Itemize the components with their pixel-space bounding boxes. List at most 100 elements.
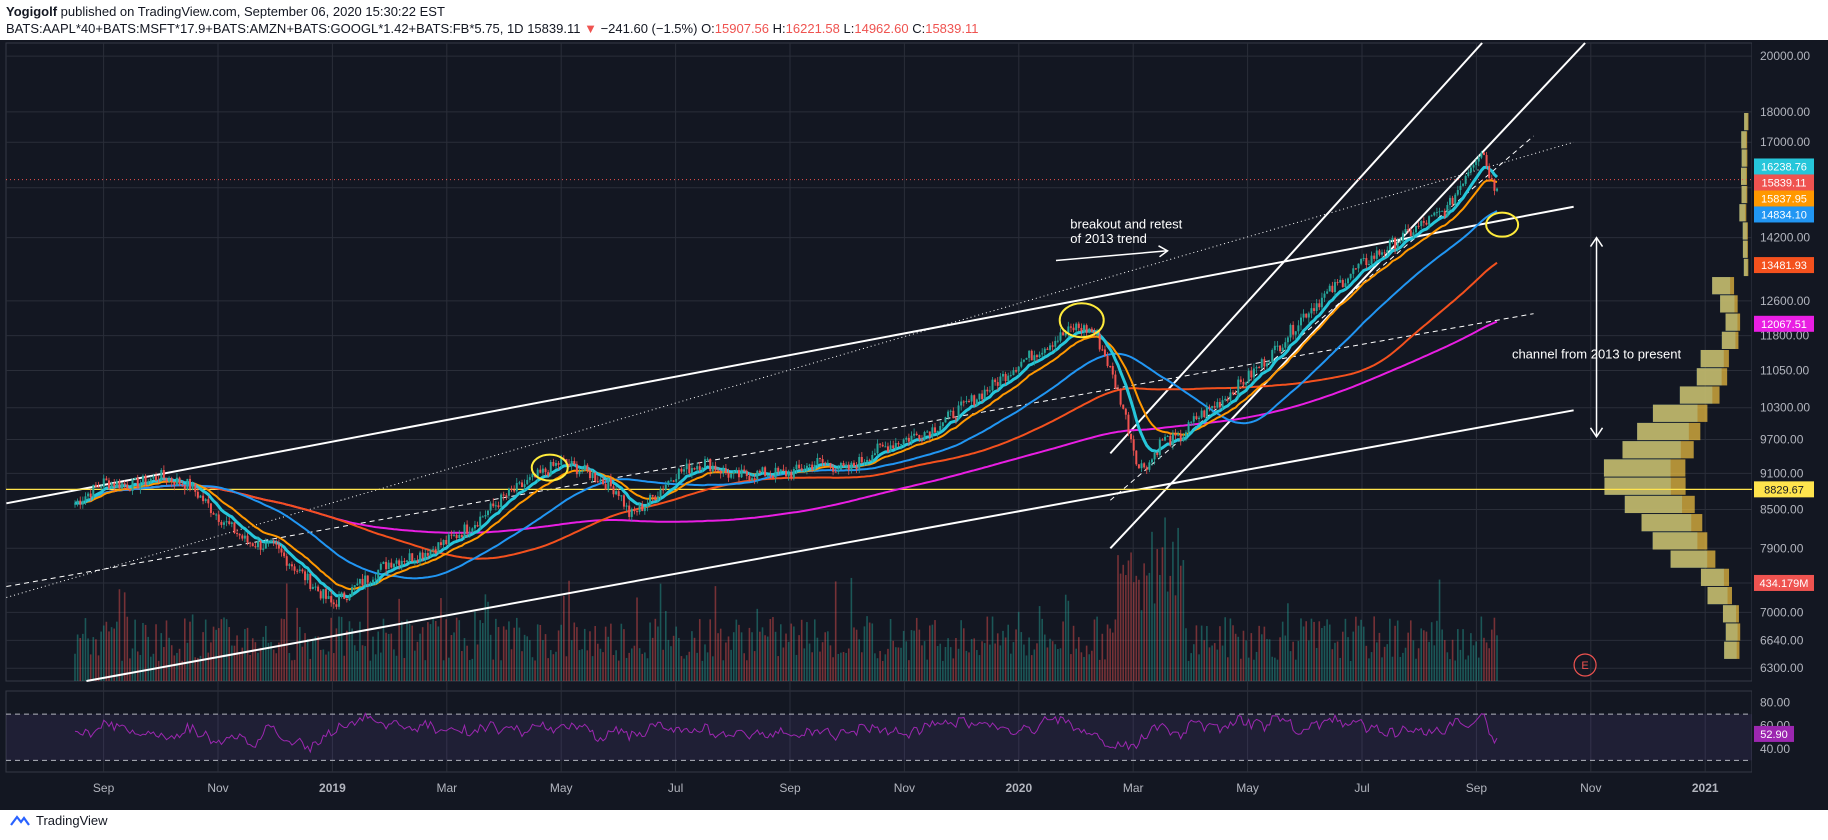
volume-bar xyxy=(884,654,887,681)
volume-bar xyxy=(649,622,651,681)
volume-bar xyxy=(1368,658,1370,681)
volume-bar xyxy=(476,644,479,681)
y-tick-label: 18000.00 xyxy=(1760,105,1810,119)
x-tick-label: Sep xyxy=(93,781,115,795)
volume-bar xyxy=(570,640,573,681)
volume-bar xyxy=(641,653,644,681)
candle-body xyxy=(1054,340,1057,347)
candle-body xyxy=(1258,367,1261,369)
candle-body xyxy=(871,454,874,461)
high-label: H: xyxy=(772,21,786,36)
symbol-label[interactable]: BATS:AAPL*40+BATS:MSFT*17.9+BATS:AMZN+BA… xyxy=(6,21,524,36)
candle-body xyxy=(654,496,657,501)
candle-body xyxy=(1299,317,1302,326)
candle-body xyxy=(583,464,586,471)
candle-body xyxy=(175,477,178,486)
volume-bar xyxy=(84,618,87,681)
dotted-trend-line xyxy=(6,141,1574,598)
volume-bar xyxy=(508,621,510,681)
candle-body xyxy=(936,430,939,433)
y-tick-label: 17000.00 xyxy=(1760,135,1810,149)
candle-body xyxy=(581,470,584,472)
candle-body xyxy=(115,481,118,487)
volume-bar xyxy=(837,653,840,681)
volume-bar xyxy=(1462,629,1464,681)
candle-body xyxy=(1336,282,1339,284)
volume-bar xyxy=(874,653,876,681)
volume-bar xyxy=(819,651,821,681)
channel-lower-line xyxy=(86,409,1574,682)
candle-body xyxy=(751,478,754,481)
candle-body xyxy=(1428,216,1431,225)
volume-bar xyxy=(1407,632,1409,681)
candle-body xyxy=(1323,293,1326,298)
volume-bar xyxy=(1187,660,1190,681)
channel-upper-line xyxy=(6,205,1574,505)
volume-bar xyxy=(685,655,688,681)
volume-profile-bar xyxy=(1722,605,1739,623)
volume-bar xyxy=(1101,633,1104,681)
volume-profile-bar xyxy=(1604,477,1686,495)
candle-body xyxy=(1153,452,1156,460)
candle-body xyxy=(1477,157,1480,162)
author-name[interactable]: Yogigolf xyxy=(6,4,58,19)
volume-bar xyxy=(714,586,717,681)
volume-bar xyxy=(774,631,777,681)
y-tick-label: 9700.00 xyxy=(1760,433,1804,447)
volume-bar xyxy=(445,619,447,681)
candle-body xyxy=(139,483,142,489)
volume-bar xyxy=(1396,620,1399,681)
volume-bar xyxy=(489,634,492,681)
volume-bar xyxy=(408,623,411,681)
candle-body xyxy=(1226,398,1229,401)
candle-body xyxy=(1425,222,1428,225)
candle-body xyxy=(126,484,129,489)
candle-body xyxy=(1033,355,1036,361)
candle-body xyxy=(656,496,659,501)
candle-body xyxy=(638,504,641,512)
volume-bar xyxy=(416,641,419,681)
y-tick-label: 10300.00 xyxy=(1760,401,1810,415)
candle-body xyxy=(309,573,312,589)
candle-body xyxy=(1279,345,1282,352)
volume-bar xyxy=(1054,644,1057,681)
brand-name[interactable]: TradingView xyxy=(36,813,108,828)
candle-body xyxy=(578,470,581,475)
candle-body xyxy=(460,535,463,537)
candle-body xyxy=(703,459,706,468)
candle-body xyxy=(826,463,829,465)
candle-body xyxy=(1232,392,1235,394)
volume-bar xyxy=(1399,656,1402,681)
volume-bar xyxy=(500,660,502,681)
volume-bar xyxy=(625,657,628,681)
candle-body xyxy=(897,443,900,445)
candle-body xyxy=(481,516,484,518)
volume-bar xyxy=(1145,575,1148,681)
volume-bar xyxy=(1266,639,1268,681)
candle-body xyxy=(547,472,550,476)
volume-bar xyxy=(693,637,696,681)
candle-body xyxy=(949,410,952,412)
candle-body xyxy=(1430,215,1433,217)
volume-bar xyxy=(1391,656,1394,681)
candle-body xyxy=(1266,363,1269,367)
volume-bar xyxy=(1433,645,1436,681)
candle-body xyxy=(186,478,189,490)
volume-bar xyxy=(732,632,735,681)
volume-bar xyxy=(1436,620,1438,681)
candle-body xyxy=(1438,211,1441,213)
volume-bar xyxy=(1051,641,1054,681)
volume-profile-bar xyxy=(1721,331,1739,349)
volume-bar xyxy=(651,637,654,681)
volume-bar xyxy=(429,624,432,681)
volume-bar xyxy=(453,632,455,681)
candle-body xyxy=(403,560,406,562)
candle-body xyxy=(873,453,876,455)
candle-body xyxy=(1001,373,1004,377)
candle-body xyxy=(643,506,646,512)
candle-body xyxy=(560,458,563,465)
chart-canvas[interactable]: 20000.0018000.0017000.0015600.0014200.00… xyxy=(0,40,1828,810)
volume-bar xyxy=(787,641,790,681)
candle-body xyxy=(123,483,126,485)
candle-body xyxy=(1221,400,1224,408)
